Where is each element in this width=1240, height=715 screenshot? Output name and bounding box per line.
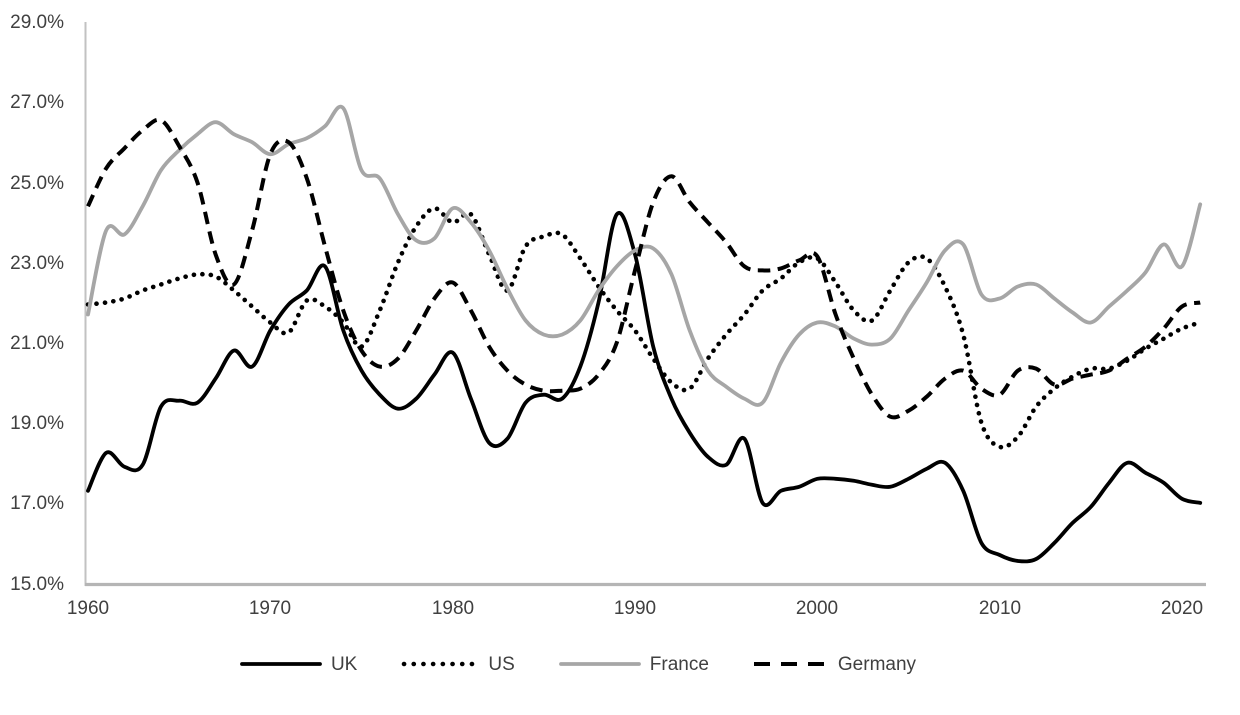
legend-item-us: US <box>401 653 515 675</box>
x-tick-label: 1980 <box>432 598 474 619</box>
y-tick-label: 25.0% <box>10 173 64 194</box>
legend-label-uk: UK <box>330 653 358 675</box>
x-tick-label: 1960 <box>67 598 109 619</box>
y-tick-label: 23.0% <box>10 253 64 274</box>
france-line-sample-icon <box>558 662 641 666</box>
y-tick-label: 29.0% <box>10 12 64 33</box>
series-line-uk <box>86 210 1203 564</box>
germany-dashed-sample-icon <box>753 662 828 666</box>
uk-line-sample-icon <box>240 662 322 666</box>
us-dotted-sample-icon <box>402 661 480 667</box>
y-tick-label: 19.0% <box>10 413 64 434</box>
y-tick-label: 27.0% <box>10 92 64 113</box>
x-tick-label: 1990 <box>614 598 656 619</box>
x-tick-label: 1970 <box>249 598 291 619</box>
legend-label-us: US <box>488 653 515 675</box>
legend-label-germany: Germany <box>837 653 917 675</box>
series-line-germany <box>86 117 1201 420</box>
x-tick-label: 2000 <box>796 598 838 619</box>
legend-item-france: France <box>558 653 709 675</box>
y-tick-label: 17.0% <box>10 493 64 514</box>
legend-item-uk: UK <box>240 655 357 674</box>
y-tick-label: 21.0% <box>10 333 64 354</box>
legend-label-france: France <box>649 653 709 675</box>
chart-legend: UK US France Germany <box>0 644 1198 684</box>
series-line-us <box>85 206 1203 450</box>
x-tick-label: 2020 <box>1161 598 1203 619</box>
y-tick-label: 15.0% <box>10 574 64 595</box>
legend-item-germany: Germany <box>753 655 916 674</box>
x-tick-label: 2010 <box>979 598 1021 619</box>
